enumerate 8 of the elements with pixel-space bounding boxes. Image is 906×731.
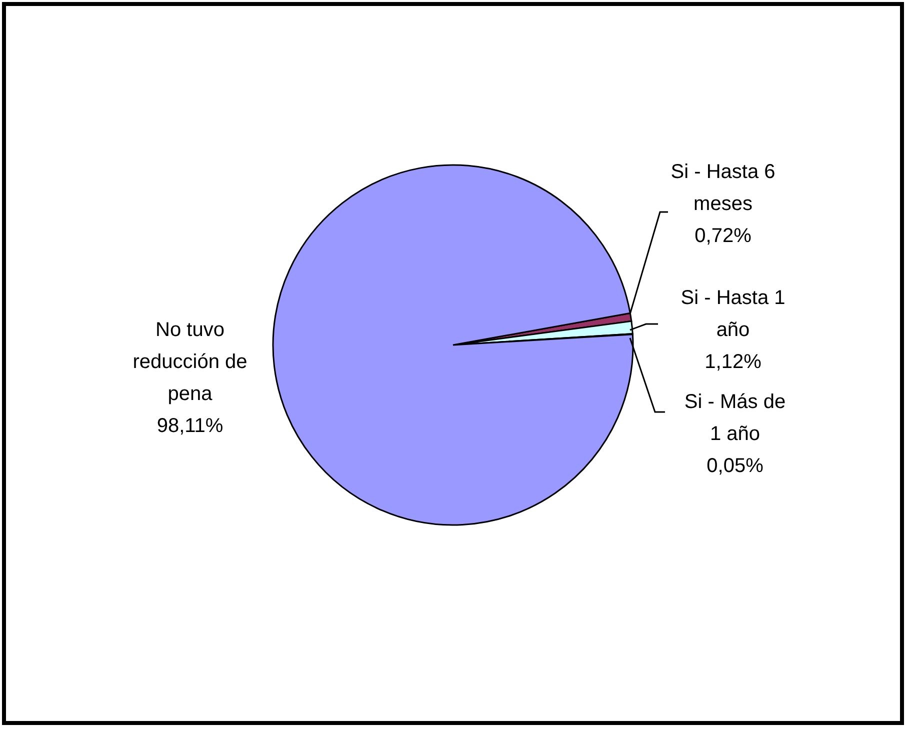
data-label: 0,05% <box>706 455 764 477</box>
slice-label: Si - Hasta 1 año <box>680 287 786 341</box>
slice-label: Si - Hasta 6 meses <box>670 161 776 215</box>
data-label: 98,11% <box>156 415 224 437</box>
slice-label: No tuvo reducción de pena <box>132 319 248 405</box>
data-label: 0,72% <box>694 225 752 247</box>
slice-label: Si - Más de 1 año <box>684 391 786 445</box>
data-label: 1,12% <box>704 351 762 373</box>
